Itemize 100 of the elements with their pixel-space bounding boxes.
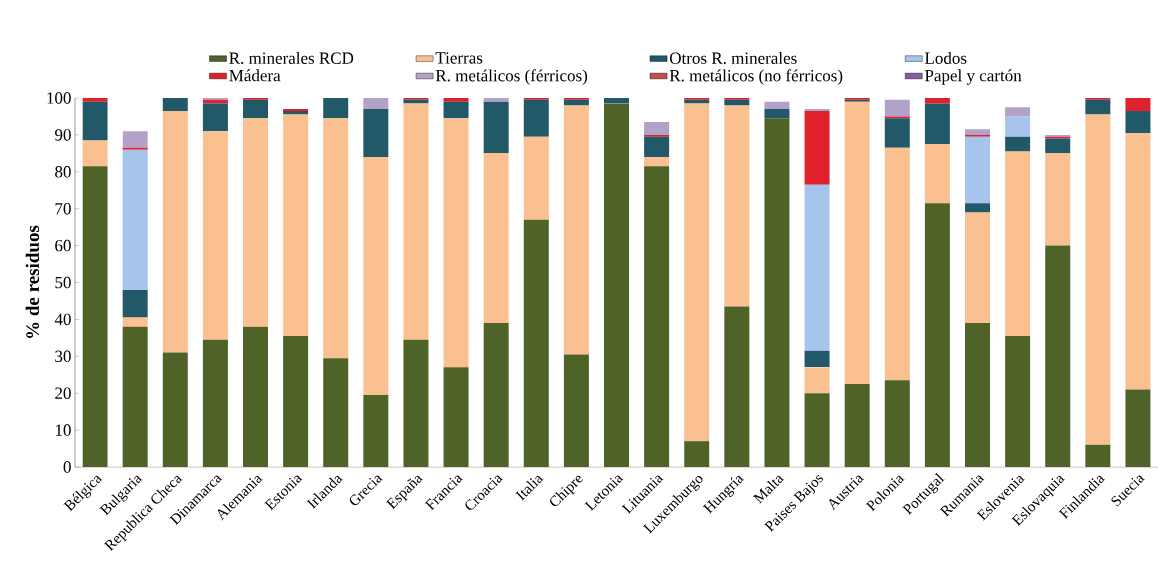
bar <box>684 99 710 104</box>
bar <box>122 326 148 467</box>
bar <box>884 99 910 117</box>
bar <box>965 129 990 135</box>
bar <box>844 101 870 384</box>
bar <box>202 99 228 104</box>
bar <box>804 393 830 467</box>
bar <box>563 99 589 106</box>
legend-label: Otros R. minerales <box>669 51 797 64</box>
bar <box>724 99 750 106</box>
bar <box>243 326 268 467</box>
y-tick-label: 50 <box>55 276 71 289</box>
y-tick-label: 100 <box>47 92 71 104</box>
bar <box>764 118 790 467</box>
bar <box>82 101 108 141</box>
bar <box>363 98 389 110</box>
legend-label: R. metálicos (no férricos) <box>669 69 843 85</box>
bar <box>764 109 790 119</box>
bar <box>162 352 188 467</box>
bar <box>924 98 950 104</box>
bar <box>684 103 710 442</box>
bar <box>1045 153 1071 246</box>
bar <box>1125 389 1151 467</box>
bar <box>82 166 108 467</box>
bar <box>644 157 670 167</box>
bar <box>1085 114 1111 445</box>
y-axis-title: % de residuos <box>25 225 40 338</box>
bar <box>804 110 830 185</box>
bar <box>363 395 389 467</box>
bar <box>1005 107 1031 117</box>
bar <box>243 99 268 119</box>
bar <box>122 131 148 148</box>
bar <box>924 144 950 204</box>
bar <box>1125 110 1151 134</box>
y-tick-label: 40 <box>54 313 71 326</box>
bar <box>804 350 830 368</box>
legend-label: R. minerales RCD <box>229 51 354 64</box>
bar <box>283 336 309 467</box>
bar <box>403 339 429 467</box>
bar <box>604 98 629 104</box>
bar <box>965 203 990 213</box>
y-tick-label: 30 <box>55 350 71 363</box>
y-tick-label: 60 <box>55 239 71 252</box>
bar <box>1005 116 1031 137</box>
bar <box>122 149 148 290</box>
bar <box>483 323 509 467</box>
bar <box>162 110 188 353</box>
bar <box>523 136 549 220</box>
bar <box>764 101 790 110</box>
y-tick-label: 90 <box>55 129 71 141</box>
bar <box>644 136 670 158</box>
bar <box>323 118 349 359</box>
legend-label: R. metálicos (férricos) <box>435 69 588 85</box>
bar <box>684 441 710 467</box>
bar <box>363 109 389 158</box>
bar <box>403 99 429 104</box>
bar <box>1005 136 1031 152</box>
bar <box>965 212 990 324</box>
bar <box>443 98 469 102</box>
bar <box>202 339 228 467</box>
bar <box>1005 151 1031 336</box>
legend-label: Mádera <box>229 69 281 82</box>
bar <box>283 110 309 115</box>
legend-label: Lodos <box>924 51 967 64</box>
x-tick-label: Italia <box>515 475 544 501</box>
y-tick-label: 70 <box>55 202 71 215</box>
legend-label: Papel y cartón <box>924 69 1022 85</box>
bar <box>523 219 549 467</box>
bar <box>122 317 148 327</box>
bar <box>202 103 228 132</box>
bar <box>563 105 589 355</box>
bar <box>283 114 309 336</box>
bar <box>483 98 509 102</box>
bar <box>403 103 429 340</box>
bar <box>965 136 990 204</box>
bar <box>443 118 469 368</box>
bar <box>483 153 509 324</box>
bar <box>82 140 108 167</box>
bar <box>804 367 830 394</box>
bar <box>884 118 910 148</box>
y-tick-label: 80 <box>55 166 71 178</box>
bar <box>844 383 870 467</box>
bar <box>483 101 509 154</box>
bar <box>1085 444 1111 467</box>
bar <box>563 354 589 467</box>
bar <box>443 101 469 119</box>
legend-label: Tierras <box>435 52 483 64</box>
bar <box>162 98 188 111</box>
bar <box>82 98 108 102</box>
bar <box>1045 245 1071 467</box>
bar <box>924 103 950 145</box>
bar <box>443 367 469 467</box>
bar <box>644 121 670 135</box>
bar <box>243 118 268 327</box>
bar <box>523 99 549 137</box>
bar <box>1005 336 1031 467</box>
bar <box>1125 98 1151 111</box>
bar <box>965 323 990 467</box>
bar <box>884 380 910 467</box>
y-tick-label: 0 <box>63 461 71 473</box>
